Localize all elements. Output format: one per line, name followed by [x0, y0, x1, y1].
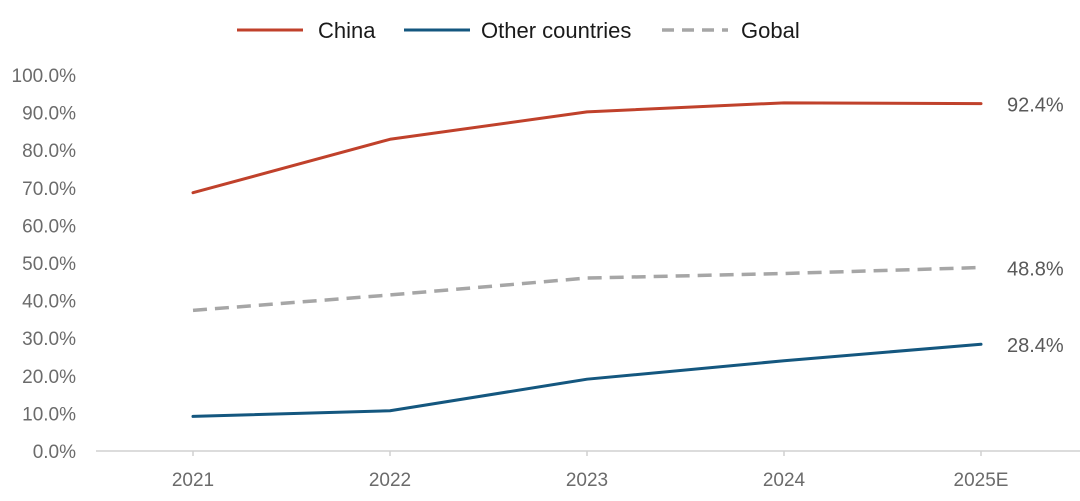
y-tick-label: 40.0%	[22, 292, 76, 313]
y-tick-label: 0.0%	[33, 442, 76, 463]
legend-item-china: China	[237, 18, 376, 43]
y-tick-label: 70.0%	[22, 179, 76, 200]
legend-label: Other countries	[481, 18, 631, 43]
legend-item-gobal: Gobal	[662, 18, 800, 43]
y-tick-label: 10.0%	[22, 404, 76, 425]
x-tick-label: 2023	[566, 470, 608, 491]
legend-item-other-countries: Other countries	[404, 18, 631, 43]
y-tick-label: 30.0%	[22, 329, 76, 350]
y-tick-label: 90.0%	[22, 104, 76, 125]
end-label-gobal: 48.8%	[1007, 259, 1064, 281]
y-tick-label: 80.0%	[22, 141, 76, 162]
legend: China Other countries Gobal	[237, 18, 800, 43]
x-tick-label: 2025E	[954, 470, 1009, 491]
x-tick-label: 2022	[369, 470, 411, 491]
y-tick-label: 20.0%	[22, 367, 76, 388]
end-labels: 92.4% 28.4% 48.8%	[1007, 95, 1064, 358]
series-line-other-countries	[191, 342, 983, 418]
end-label-other-countries: 28.4%	[1007, 335, 1064, 357]
y-axis: 0.0% 10.0% 20.0% 30.0% 40.0% 50.0% 60.0% 70.0% 8…	[12, 66, 77, 463]
x-tick-label: 2024	[763, 470, 806, 491]
x-tick-label: 2021	[172, 470, 214, 491]
y-tick-label: 50.0%	[22, 254, 76, 275]
y-tick-label: 100.0%	[12, 66, 77, 87]
end-label-china: 92.4%	[1007, 95, 1064, 117]
legend-label: Gobal	[741, 18, 800, 43]
series-line-china	[191, 101, 983, 195]
x-axis: 2021 2022 2023 2024 2025E	[96, 450, 1080, 491]
legend-label: China	[318, 18, 376, 43]
y-tick-label: 60.0%	[22, 216, 76, 237]
series-layer	[191, 101, 983, 418]
series-line-gobal	[192, 265, 982, 313]
